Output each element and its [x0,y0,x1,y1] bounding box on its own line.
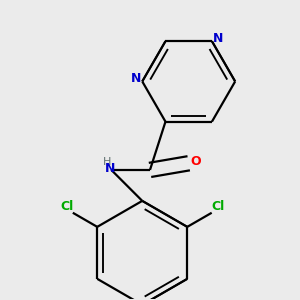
Text: Cl: Cl [60,200,73,213]
Text: N: N [104,162,115,175]
Text: Cl: Cl [212,200,225,213]
Text: N: N [213,32,223,45]
Text: H: H [103,157,112,166]
Text: N: N [131,72,142,85]
Text: O: O [191,155,201,168]
